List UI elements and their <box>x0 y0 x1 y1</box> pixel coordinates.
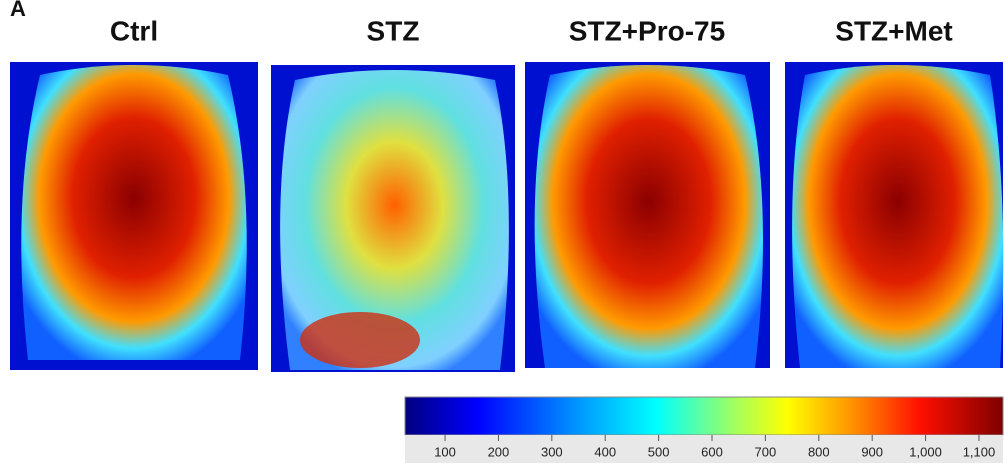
tick-label: 900 <box>861 444 883 459</box>
image-title: STZ <box>367 15 420 46</box>
image-ctrl <box>10 62 258 370</box>
image-title: STZ+Met <box>835 15 952 46</box>
colorbar-axis <box>405 435 1003 463</box>
image-stz-met <box>785 62 1004 368</box>
tick-label: 800 <box>808 444 830 459</box>
image-stz-pro <box>525 62 770 368</box>
panel-label: A <box>10 0 26 21</box>
image-title: STZ+Pro-75 <box>569 15 725 46</box>
image-stz <box>271 65 515 372</box>
tick-label: 400 <box>594 444 616 459</box>
tick-label: 600 <box>701 444 723 459</box>
tick-label: 500 <box>648 444 670 459</box>
tick-label: 1,100 <box>963 444 996 459</box>
colorbar <box>404 396 1004 436</box>
tick-label: 300 <box>541 444 563 459</box>
tick-label: 200 <box>488 444 510 459</box>
tick-label: 100 <box>434 444 456 459</box>
tick-label: 1,000 <box>909 444 942 459</box>
image-title: Ctrl <box>110 15 158 46</box>
tick-label: 700 <box>755 444 777 459</box>
